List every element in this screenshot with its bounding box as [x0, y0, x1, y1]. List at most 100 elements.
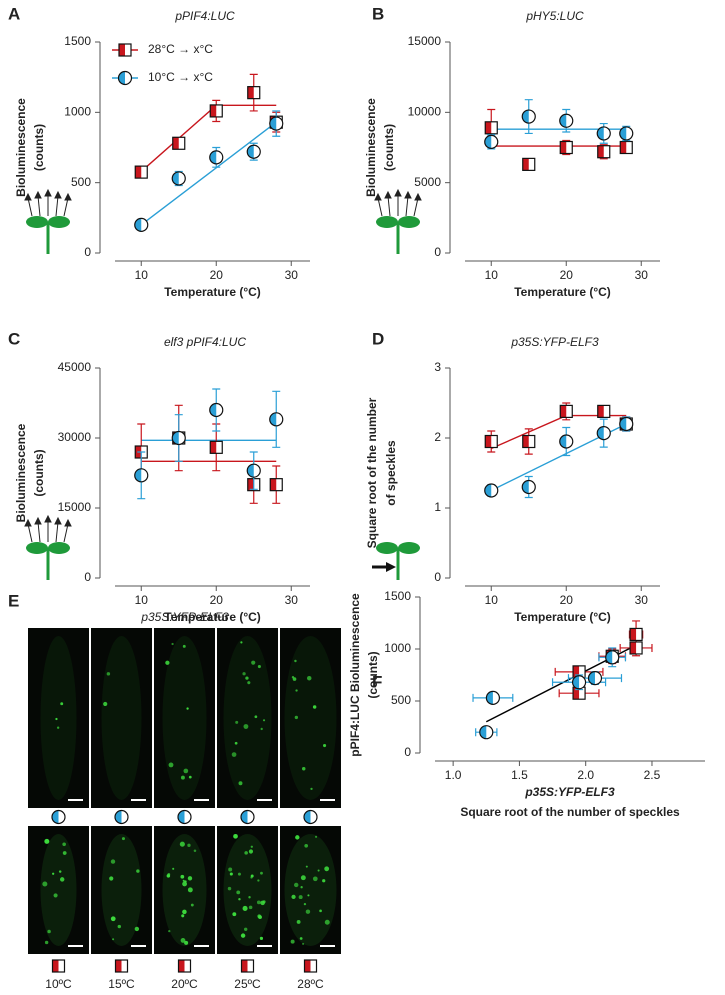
image-background — [217, 628, 278, 808]
marker-half — [559, 114, 567, 128]
speckle — [291, 894, 296, 900]
speckle — [227, 886, 232, 891]
y-tick-label: 2 — [434, 430, 441, 444]
y-axis-label: (counts) — [32, 124, 46, 171]
y-tick-label: 500 — [71, 175, 91, 189]
speckle — [238, 898, 241, 901]
speckle — [242, 672, 246, 676]
speckle — [295, 835, 300, 840]
x-tick-label: 1.5 — [511, 768, 528, 782]
speckle — [242, 905, 248, 911]
legend-label: 10°C → x°C — [148, 70, 213, 84]
condition-icon — [51, 809, 66, 825]
data-point — [597, 145, 611, 159]
micrograph — [91, 628, 152, 808]
legend-marker — [118, 43, 132, 57]
speckle — [110, 859, 116, 864]
marker-half — [619, 417, 627, 431]
micrograph — [217, 628, 278, 808]
data-point — [522, 157, 536, 171]
panel-letter: A — [8, 4, 20, 23]
marker-half — [485, 121, 492, 134]
condition-icon — [240, 959, 255, 973]
marker-half — [597, 145, 604, 158]
marker-outline — [484, 134, 499, 149]
micrograph — [280, 628, 341, 808]
x-tick-label: 20 — [560, 268, 574, 282]
marker-half — [210, 104, 217, 117]
legend-marker — [117, 70, 133, 86]
data-point — [247, 86, 261, 100]
marker-outline — [209, 104, 223, 118]
speckle — [187, 887, 193, 893]
marker-outline — [303, 809, 318, 825]
speckle — [168, 930, 171, 933]
panel-letter: C — [8, 329, 20, 348]
speckle — [121, 837, 125, 841]
speckle — [183, 768, 189, 774]
speckle — [233, 833, 238, 839]
data-point — [269, 116, 284, 131]
marker-outline — [269, 116, 284, 131]
data-point — [209, 440, 223, 454]
y-tick-label: 30000 — [58, 430, 92, 444]
y-tick-label: 1500 — [64, 34, 91, 48]
marker-outline — [629, 627, 643, 642]
temperature-label: 28ºC — [297, 977, 324, 991]
marker-outline — [117, 70, 133, 86]
speckle — [298, 895, 303, 900]
speckle — [251, 660, 256, 665]
chart-title: p35S:YFP-ELF3 — [510, 335, 599, 349]
marker-outline — [247, 86, 261, 100]
data-point — [485, 690, 501, 705]
marker-half — [270, 478, 277, 491]
speckle — [259, 936, 264, 940]
marker-half — [522, 110, 529, 124]
speckle — [110, 916, 116, 922]
y-tick-label: 3 — [434, 360, 441, 374]
marker-outline — [209, 150, 224, 165]
marker-outline — [559, 434, 574, 449]
marker-outline — [597, 145, 611, 159]
speckle — [317, 869, 320, 872]
speckle — [294, 882, 299, 888]
plant-icon — [23, 188, 73, 256]
plant-icon — [23, 514, 73, 582]
marker-half — [269, 412, 277, 426]
speckle — [260, 727, 263, 731]
speckle — [180, 775, 185, 780]
condition-icon — [177, 809, 192, 825]
speckle — [312, 876, 318, 882]
marker-outline — [51, 809, 66, 825]
marker-outline — [559, 113, 574, 128]
marker-half — [118, 71, 125, 85]
speckle — [136, 869, 140, 873]
speckle — [247, 681, 251, 685]
x-tick-label: 30 — [285, 268, 299, 282]
marker-half — [134, 468, 142, 482]
marker-outline — [619, 126, 634, 141]
panel-letter: D — [372, 329, 384, 348]
marker-half — [620, 141, 627, 154]
marker-half — [522, 158, 529, 171]
speckle — [322, 879, 326, 883]
marker-half — [52, 960, 59, 972]
speckle — [312, 705, 317, 709]
marker-half — [630, 641, 637, 654]
speckle — [53, 893, 58, 898]
marker-half — [486, 691, 493, 705]
data-point — [559, 140, 573, 155]
y-axis-label: (counts) — [32, 449, 46, 496]
x-axis-label: Temperature (°C) — [514, 610, 611, 624]
marker-half — [304, 960, 311, 972]
x-tick-label: 30 — [285, 593, 299, 607]
speckle — [179, 841, 185, 847]
marker-outline — [597, 404, 611, 418]
data-point — [521, 109, 536, 124]
speckle — [168, 762, 174, 768]
plant-icon — [373, 188, 423, 256]
image-background — [91, 628, 152, 808]
arrow-icon — [372, 562, 396, 572]
cell-glow — [40, 834, 77, 946]
speckle — [243, 927, 248, 932]
